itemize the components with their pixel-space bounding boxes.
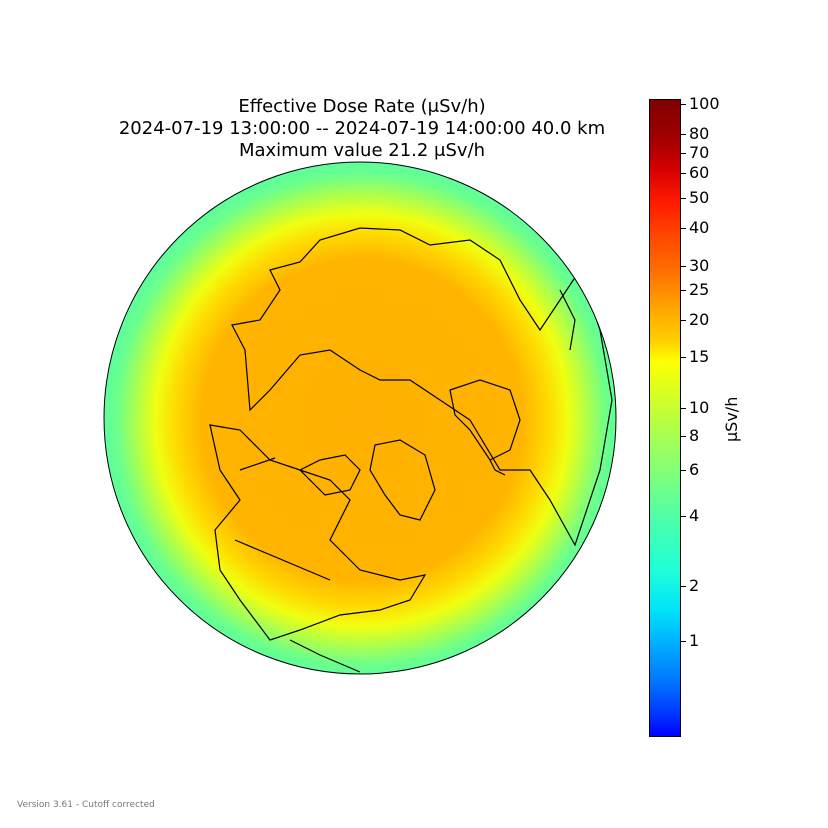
tick-label: 2 [689, 576, 700, 595]
title-line-2: 2024-07-19 13:00:00 -- 2024-07-19 14:00:… [118, 118, 606, 139]
tick-label: 6 [689, 460, 700, 479]
coastlines [209, 227, 613, 673]
coast-north-america [209, 424, 427, 641]
tick-label: 40 [689, 218, 710, 237]
colorbar-label: μSv/h [722, 396, 741, 442]
coast-britain [489, 459, 506, 476]
tick-label: 20 [689, 310, 710, 329]
tick-label: 8 [689, 426, 700, 445]
coast-canadian-archipelago [298, 454, 361, 496]
tick-label: 15 [689, 347, 710, 366]
title-line-1: Effective Dose Rate (μSv/h) [238, 96, 486, 117]
tick-label: 1 [689, 631, 700, 650]
coast-eurasia-north [231, 227, 613, 547]
version-footer: Version 3.61 - Cutoff corrected [17, 800, 155, 810]
coast-greenland [369, 439, 436, 521]
tick-label: 60 [689, 163, 710, 182]
tick-label: 25 [689, 280, 710, 299]
coast-japan [559, 289, 576, 351]
globe-disc [104, 162, 616, 674]
colorbar [649, 99, 681, 737]
title-line-3: Maximum value 21.2 μSv/h [238, 140, 486, 161]
tick-label: 80 [689, 124, 710, 143]
tick-label: 100 [689, 94, 720, 113]
tick-label: 50 [689, 188, 710, 207]
tick-label: 10 [689, 398, 710, 417]
border-us-canada [239, 457, 276, 471]
tick-label: 30 [689, 256, 710, 275]
border-us-canada-2 [234, 539, 331, 581]
tick-label: 70 [689, 143, 710, 162]
coast-europe [449, 379, 521, 461]
coast-central-america [289, 639, 361, 673]
tick-label: 4 [689, 506, 700, 525]
globe-outline [103, 161, 617, 675]
